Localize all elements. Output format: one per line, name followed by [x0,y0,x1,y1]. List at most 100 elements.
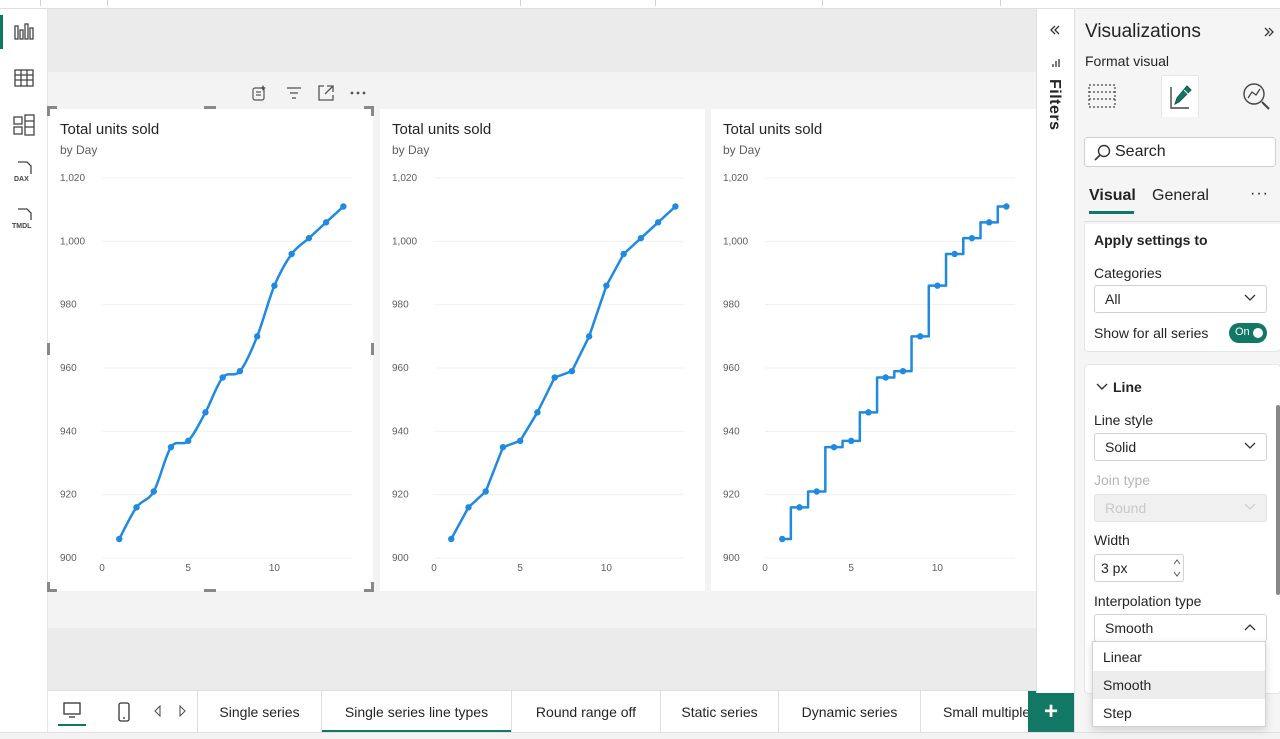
data-point[interactable] [830,443,838,451]
data-point[interactable] [534,409,541,416]
data-point[interactable] [271,282,278,289]
expand-filters-button[interactable] [1049,23,1065,39]
width-spinner[interactable]: 3 px [1094,554,1184,582]
data-point[interactable] [968,234,976,242]
model-view-button[interactable] [0,104,48,146]
resize-handle[interactable] [371,582,374,592]
data-point[interactable] [551,374,558,381]
collapse-pane-button[interactable] [1263,25,1277,39]
resize-handle[interactable] [364,589,374,592]
series-line[interactable] [450,205,677,540]
data-point[interactable] [322,219,330,226]
scroll-tabs-right-button[interactable] [177,704,191,720]
tmdl-view-button[interactable]: TMDL [0,198,48,240]
data-point[interactable] [236,367,244,375]
filters-pane-collapsed[interactable]: Filters [1036,9,1074,693]
resize-handle[interactable] [371,106,374,116]
more-options-button[interactable]: ··· [1250,185,1269,202]
copilot-summary-button[interactable] [248,82,270,104]
tab-visual[interactable]: Visual [1089,187,1136,204]
more-options-button[interactable] [347,82,369,104]
tab-single-series-line-types[interactable]: Single series line types [321,691,511,733]
report-view-button[interactable] [0,11,48,53]
resize-handle[interactable] [47,106,50,116]
dax-query-button[interactable]: DAX [0,151,48,193]
data-point[interactable] [603,282,610,289]
line-chart-card-smooth[interactable]: Total units sold by Day 900 920 940 960 980 1… [48,109,373,591]
data-point[interactable] [150,488,157,495]
resize-handle[interactable] [47,589,57,592]
data-point[interactable] [482,488,489,495]
menu-item-smooth[interactable]: Smooth [1093,671,1265,699]
build-visual-button[interactable] [1083,75,1121,117]
scroll-tabs-left-button[interactable] [153,704,167,720]
menu-item-step[interactable]: Step [1103,705,1132,721]
desktop-layout-button[interactable] [58,698,86,726]
data-point[interactable] [568,367,576,375]
spinner-arrows-icon[interactable] [1173,557,1181,579]
line-chart-card-linear[interactable]: Total units sold by Day 900 920 940 960 980 1… [380,109,705,591]
resize-handle[interactable] [47,343,50,355]
data-point[interactable] [167,443,175,451]
resize-handle[interactable] [204,106,216,109]
data-point[interactable] [253,333,261,340]
table-view-button[interactable] [0,57,48,99]
line-section-heading[interactable]: Line [1113,379,1142,395]
mobile-layout-button[interactable] [114,700,134,724]
series-line[interactable] [782,205,1007,541]
data-point[interactable] [985,219,993,226]
data-point[interactable] [620,250,627,258]
resize-handle[interactable] [47,106,57,109]
pane-scrollbar[interactable] [1276,405,1280,595]
data-point[interactable] [116,535,123,543]
tab-round-range-off[interactable]: Round range off [511,691,660,733]
show-all-series-toggle[interactable]: On [1229,323,1267,343]
resize-handle[interactable] [47,582,50,592]
data-point[interactable] [1003,203,1010,210]
tab-general[interactable]: General [1152,187,1209,204]
data-point[interactable] [637,234,645,242]
interpolation-type-dropdown[interactable]: Smooth [1094,614,1267,642]
search-input[interactable] [1115,142,1265,162]
data-point[interactable] [813,488,820,495]
data-point[interactable] [288,250,295,258]
filters-label[interactable]: Filters [1046,79,1063,131]
data-point[interactable] [517,437,524,445]
data-point[interactable] [672,203,679,210]
resize-handle[interactable] [204,589,216,592]
data-point[interactable] [916,333,924,340]
menu-item-linear[interactable]: Linear [1103,649,1142,665]
categories-dropdown[interactable]: All [1094,285,1267,313]
data-point[interactable] [796,504,803,511]
data-point[interactable] [202,409,209,416]
data-point[interactable] [899,367,907,375]
data-point[interactable] [219,374,226,381]
data-point[interactable] [865,409,872,416]
data-point[interactable] [585,333,593,340]
data-point[interactable] [133,504,140,511]
data-point[interactable] [305,234,313,242]
data-point[interactable] [448,535,455,543]
tab-small-multiple[interactable]: Small multiple [920,691,1036,733]
tab-static-series[interactable]: Static series [660,691,778,733]
add-page-button[interactable]: + [1028,691,1074,732]
filter-visual-button[interactable] [283,82,305,104]
data-point[interactable] [934,282,941,289]
data-point[interactable] [882,374,889,381]
format-visual-button[interactable] [1161,75,1199,117]
resize-handle[interactable] [364,106,374,109]
line-chart-card-step[interactable]: Total units sold by Day 900 920 940 960 980 1… [711,109,1036,591]
focus-mode-button[interactable] [315,82,337,104]
data-point[interactable] [465,504,472,511]
data-point[interactable] [848,437,855,445]
data-point[interactable] [499,443,507,451]
data-point[interactable] [185,437,192,445]
resize-handle[interactable] [371,343,374,355]
tab-dynamic-series[interactable]: Dynamic series [778,691,920,733]
tab-single-series[interactable]: Single series [197,691,321,733]
data-point[interactable] [340,203,347,210]
analytics-button[interactable] [1237,75,1275,117]
data-point[interactable] [779,535,786,543]
data-point[interactable] [951,250,958,258]
search-box[interactable] [1084,137,1276,167]
